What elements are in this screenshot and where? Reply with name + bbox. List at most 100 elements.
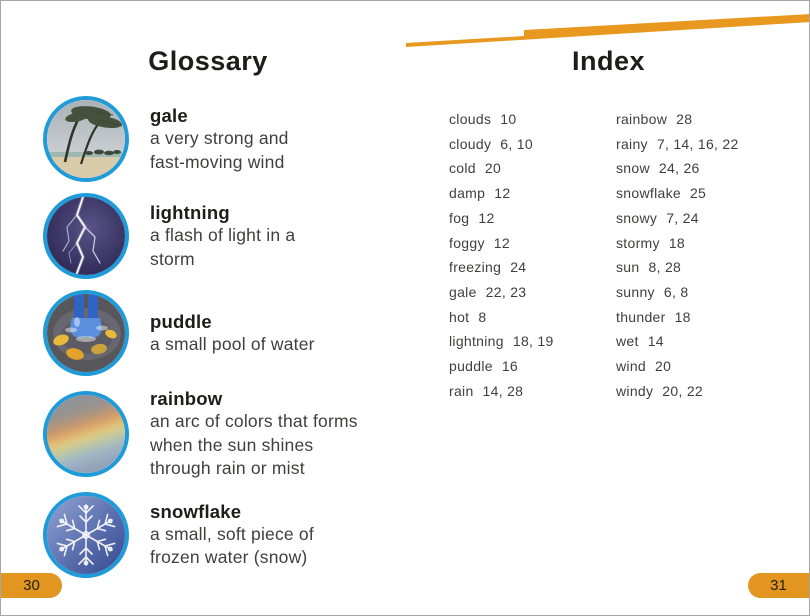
- index-term: freezing: [449, 259, 502, 276]
- index-pages: 12: [478, 209, 495, 226]
- index-column-2: rainbow 28 rainy 7, 14, 16, 22 snow 24, 26 …: [616, 107, 739, 403]
- index-pages: 7, 14, 16, 22: [656, 135, 739, 152]
- index-page: Index clouds 10 cloudy 6, 10 cold 20 damp 12…: [406, 1, 809, 615]
- index-pages: 10: [500, 111, 517, 127]
- index-entry: puddle 16: [449, 354, 616, 379]
- glossary-entry-text: snowflake a small, soft piece of frozen …: [150, 500, 314, 570]
- index-pages: 18: [674, 308, 691, 325]
- glossary-entry-lightning: lightning a flash of light in a storm: [43, 193, 406, 279]
- glossary-list: gale a very strong and fast-moving wind: [43, 96, 406, 578]
- index-column-1: clouds 10 cloudy 6, 10 cold 20 damp 12 fog 12…: [449, 107, 616, 403]
- index-entry: rainbow 28: [616, 107, 739, 132]
- index-pages: 16: [501, 358, 519, 375]
- index-term: damp: [449, 185, 486, 202]
- index-entry: wind 20: [616, 354, 739, 379]
- index-term: lightning: [449, 333, 504, 350]
- index-term: wind: [616, 358, 646, 375]
- index-entry: rainy 7, 14, 16, 22: [616, 132, 739, 157]
- rainbow-photo: [43, 390, 129, 477]
- page-number-left: 30: [1, 573, 62, 598]
- index-term: rain: [449, 382, 474, 399]
- index-term: puddle: [449, 358, 493, 375]
- index-pages: 18: [668, 234, 685, 251]
- glossary-definition: a very strong and fast-moving wind: [150, 128, 289, 172]
- index-pages: 24, 26: [658, 160, 700, 177]
- puddle-photo: [43, 290, 129, 376]
- index-pages: 28: [676, 111, 693, 127]
- index-term: wet: [616, 333, 639, 350]
- glossary-entry-text: rainbow an arc of colors that forms when…: [150, 387, 358, 481]
- index-term: gale: [449, 283, 477, 300]
- glossary-term: snowflake: [150, 500, 242, 522]
- index-entry: damp 12: [449, 181, 616, 206]
- glossary-page: Glossary: [1, 1, 406, 615]
- index-pages: 6, 10: [500, 135, 533, 152]
- index-term: cold: [449, 160, 476, 177]
- glossary-definition: a small, soft piece of frozen water (sno…: [150, 523, 314, 568]
- index-entry: windy 20, 22: [616, 379, 739, 404]
- index-entry: freezing 24: [449, 255, 616, 280]
- index-term: snow: [616, 160, 650, 177]
- orange-swoosh-graphic: [406, 14, 809, 47]
- index-title: Index: [571, 46, 646, 76]
- index-entry: fog 12: [449, 206, 616, 231]
- glossary-entry-text: lightning a flash of light in a storm: [150, 201, 295, 271]
- index-pages: 8, 28: [648, 259, 682, 276]
- index-term: windy: [616, 382, 654, 399]
- index-entry: hot 8: [449, 305, 616, 330]
- glossary-entry-text: gale a very strong and fast-moving wind: [150, 104, 289, 174]
- glossary-entry-snowflake: snowflake a small, soft piece of frozen …: [43, 491, 406, 578]
- index-pages: 14: [647, 333, 664, 350]
- index-entry: lightning 18, 19: [449, 329, 616, 354]
- glossary-term: lightning: [150, 202, 230, 223]
- index-pages: 25: [689, 185, 707, 202]
- index-term: fog: [449, 209, 470, 226]
- glossary-title: Glossary: [148, 46, 268, 76]
- index-entry: cold 20: [449, 156, 616, 181]
- index-columns: clouds 10 cloudy 6, 10 cold 20 damp 12 fog 12…: [406, 107, 809, 403]
- index-entry: rain 14, 28: [449, 379, 616, 404]
- index-pages: 20: [484, 160, 502, 177]
- glossary-term: puddle: [150, 310, 212, 332]
- glossary-entry-text: puddle a small pool of water: [150, 310, 315, 357]
- index-entry: cloudy 6, 10: [449, 132, 616, 157]
- index-entry: gale 22, 23: [449, 280, 616, 305]
- glossary-entry-puddle: puddle a small pool of water: [43, 290, 406, 376]
- glossary-term: gale: [150, 105, 188, 126]
- index-pages: 14, 28: [482, 382, 524, 399]
- index-term: stormy: [616, 234, 660, 251]
- index-term: sun: [616, 259, 640, 276]
- index-term: sunny: [616, 283, 655, 300]
- index-entry: foggy 12: [449, 231, 616, 256]
- rainbow-gradient: [47, 394, 125, 473]
- index-term: thunder: [616, 308, 666, 325]
- snowflake-photo: [43, 491, 129, 578]
- index-pages: 12: [493, 234, 510, 251]
- glossary-entry-gale: gale a very strong and fast-moving wind: [43, 96, 406, 182]
- index-pages: 18, 19: [512, 333, 554, 350]
- index-term: snowflake: [616, 185, 681, 202]
- index-entry: sun 8, 28: [616, 255, 739, 280]
- index-pages: 8: [478, 308, 487, 325]
- index-entry: sunny 6, 8: [616, 280, 739, 305]
- glossary-definition: an arc of colors that forms when the sun…: [150, 411, 358, 478]
- index-term: cloudy: [449, 135, 492, 152]
- index-pages: 7, 24: [666, 209, 699, 226]
- index-pages: 22, 23: [485, 283, 527, 300]
- index-entry: stormy 18: [616, 231, 739, 256]
- index-term: rainy: [616, 135, 648, 152]
- index-entry: snowflake 25: [616, 181, 739, 206]
- index-entry: thunder 18: [616, 305, 739, 330]
- index-pages: 6, 8: [663, 283, 689, 300]
- index-term: rainbow: [616, 111, 668, 127]
- index-pages: 12: [494, 185, 511, 202]
- index-term: foggy: [449, 234, 485, 251]
- gale-photo: [43, 96, 129, 182]
- page-number-right: 31: [748, 573, 809, 598]
- index-pages: 24: [510, 259, 527, 276]
- glossary-definition: a small pool of water: [150, 333, 315, 354]
- glossary-definition: a flash of light in a storm: [150, 225, 296, 269]
- index-term: hot: [449, 308, 470, 325]
- index-pages: 20, 22: [662, 382, 704, 399]
